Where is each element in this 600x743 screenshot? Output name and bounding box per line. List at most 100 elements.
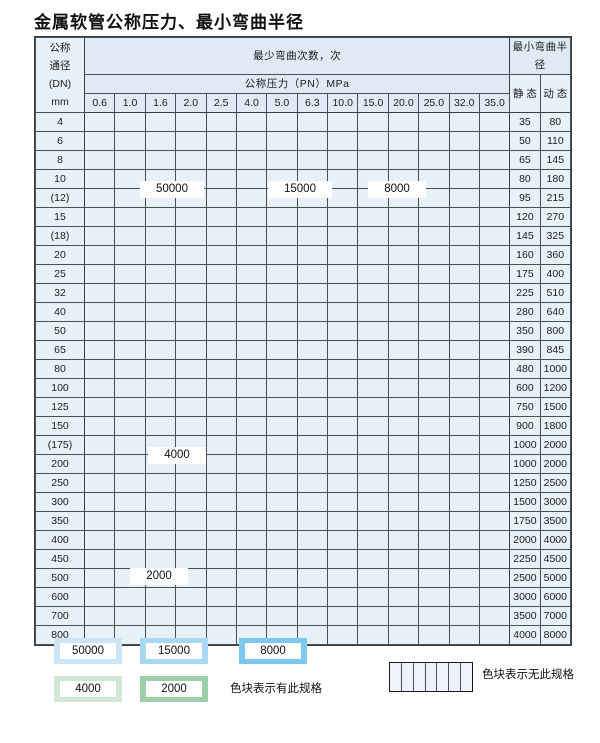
radius-static-header: 静 态	[509, 74, 541, 113]
spec-cell	[83, 302, 116, 322]
spec-cell	[266, 321, 298, 341]
static-radius-cell: 65	[509, 150, 541, 170]
spec-cell	[326, 492, 359, 512]
spec-cell	[357, 340, 389, 360]
spec-cell	[205, 340, 237, 360]
spec-cell	[235, 226, 268, 246]
dn-cell: 350	[35, 511, 85, 531]
pressure-column-header: 4.0	[235, 93, 268, 113]
static-radius-cell: 1750	[509, 511, 541, 531]
spec-cell	[326, 264, 359, 284]
spec-cell	[478, 549, 511, 569]
spec-cell	[387, 321, 420, 341]
dynamic-radius-cell: 270	[539, 207, 572, 227]
spec-cell	[175, 606, 207, 626]
spec-cell	[266, 530, 298, 550]
spec-cell	[357, 416, 389, 436]
spec-cell	[205, 473, 237, 493]
spec-cell	[448, 283, 480, 303]
spec-cell	[266, 226, 298, 246]
spec-cell	[296, 530, 329, 550]
spec-cell	[205, 492, 237, 512]
spec-cell	[235, 207, 268, 227]
spec-cell	[418, 245, 450, 265]
spec-cell	[296, 549, 329, 569]
dynamic-radius-cell: 180	[539, 169, 572, 189]
spec-cell	[326, 359, 359, 379]
spec-cell	[144, 131, 177, 151]
spec-cell	[326, 416, 359, 436]
pressure-column-header: 32.0	[448, 93, 480, 113]
spec-cell	[326, 568, 359, 588]
spec-cell	[205, 378, 237, 398]
spec-cell	[448, 568, 480, 588]
spec-cell	[357, 226, 389, 246]
spec-cell	[387, 530, 420, 550]
radius-dynamic-header: 动 态	[539, 74, 572, 113]
spec-cell	[478, 435, 511, 455]
spec-cell	[418, 530, 450, 550]
spec-cell	[235, 150, 268, 170]
static-radius-cell: 145	[509, 226, 541, 246]
pressure-column-header: 15.0	[357, 93, 389, 113]
dynamic-radius-cell: 1200	[539, 378, 572, 398]
spec-cell	[266, 245, 298, 265]
spec-cell	[205, 150, 237, 170]
spec-cell	[205, 416, 237, 436]
table-row: 50 350 800	[35, 321, 572, 341]
spec-cell	[448, 150, 480, 170]
spec-cell	[418, 511, 450, 531]
spec-cell	[326, 435, 359, 455]
legend-empty-cell	[390, 663, 402, 691]
dn-cell: 100	[35, 378, 85, 398]
dn-cell: 150	[35, 416, 85, 436]
spec-cell	[296, 606, 329, 626]
spec-cell	[175, 492, 207, 512]
table-row: 15 120 270	[35, 207, 572, 227]
spec-cell	[114, 435, 146, 455]
spec-cell	[418, 435, 450, 455]
spec-cell	[357, 454, 389, 474]
spec-cell	[83, 169, 116, 189]
dn-cell: 50	[35, 321, 85, 341]
header-row-3-pressures: 0.6 1.0 1.6 2.0 2.5 4.0 5.0 6.3 10.0 15.0 20.0 25.0…	[36, 93, 571, 113]
dynamic-radius-cell: 6000	[539, 587, 572, 607]
spec-cell	[144, 511, 177, 531]
legend-empty-swatch	[389, 662, 473, 692]
spec-cell	[478, 245, 511, 265]
spec-cell	[478, 321, 511, 341]
spec-cell	[326, 378, 359, 398]
spec-cell	[83, 587, 116, 607]
spec-cell	[175, 511, 207, 531]
spec-cell	[144, 473, 177, 493]
spec-cell	[266, 378, 298, 398]
legend-swatch: 2000	[140, 676, 208, 702]
header-row-1: 公称 通径 (DN) mm 最少弯曲次数，次 最小弯曲半径	[35, 37, 571, 113]
spec-cell	[478, 207, 511, 227]
spec-cell	[387, 359, 420, 379]
spec-cell	[326, 473, 359, 493]
spec-cell	[235, 397, 268, 417]
spec-cell	[326, 169, 359, 189]
static-radius-cell: 35	[509, 112, 541, 132]
table-row: 6 50 110	[35, 131, 572, 151]
table-row: 40 280 640	[35, 302, 572, 322]
spec-cell	[205, 625, 237, 645]
dn-cell: 25	[35, 264, 85, 284]
legend-swatch-label: 50000	[60, 643, 116, 659]
dynamic-radius-cell: 4000	[539, 530, 572, 550]
spec-cell	[357, 549, 389, 569]
spec-cell	[418, 359, 450, 379]
spec-cell	[478, 169, 511, 189]
spec-cell	[387, 492, 420, 512]
static-radius-cell: 280	[509, 302, 541, 322]
spec-cell	[266, 131, 298, 151]
spec-cell	[144, 340, 177, 360]
spec-cell	[205, 397, 237, 417]
spec-cell	[418, 454, 450, 474]
spec-cell	[418, 568, 450, 588]
dynamic-radius-cell: 80	[539, 112, 572, 132]
spec-cell	[83, 549, 116, 569]
spec-cell	[357, 587, 389, 607]
table-row: (175) 1000 2000	[35, 435, 572, 455]
